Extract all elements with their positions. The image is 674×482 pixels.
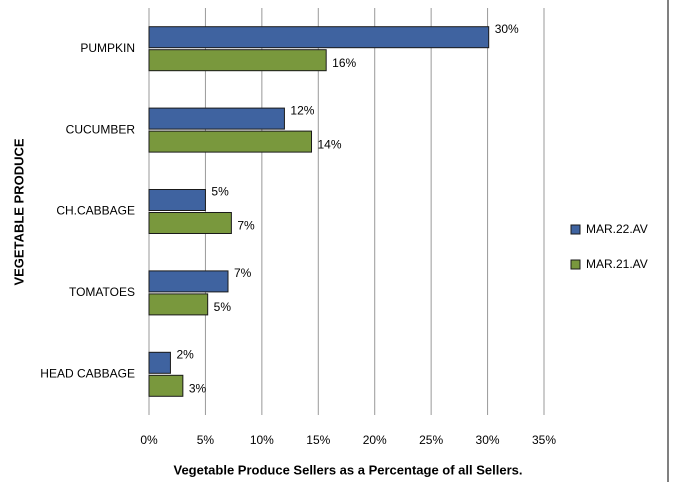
x-axis-label: Vegetable Produce Sellers as a Percentag… [173, 462, 522, 477]
bar [148, 107, 285, 130]
bar [148, 351, 171, 374]
bar [148, 270, 229, 293]
bar [148, 374, 184, 397]
x-tick-label: 30% [476, 433, 500, 447]
x-tick-label: 10% [250, 433, 274, 447]
x-tick-label: 20% [363, 433, 387, 447]
bar [148, 212, 232, 234]
legend-label: MAR.21.AV [586, 257, 648, 271]
bar [148, 26, 490, 49]
x-tick-label: 35% [532, 433, 556, 447]
legend-label: MAR.22.AV [586, 222, 648, 236]
legend-swatch [570, 224, 581, 235]
x-tick-label: 25% [419, 433, 443, 447]
value-label: 30% [495, 22, 519, 36]
y-tick-label: HEAD CABBAGE [40, 366, 135, 380]
value-label: 7% [234, 266, 252, 280]
y-tick-label: CUCUMBER [66, 122, 136, 136]
value-label: 14% [318, 137, 342, 151]
bar [148, 293, 209, 316]
value-label: 5% [211, 185, 229, 199]
value-label: 5% [214, 300, 232, 314]
value-label: 3% [189, 381, 207, 395]
y-axis-label: VEGETABLE PRODUCE [11, 138, 26, 285]
bar [148, 189, 206, 211]
y-tick-label: CH.CABBAGE [56, 204, 135, 218]
bar [148, 130, 313, 153]
y-tick-label: PUMPKIN [80, 41, 135, 55]
x-tick-label: 15% [306, 433, 330, 447]
value-label: 2% [176, 347, 194, 361]
x-tick-label: 5% [197, 433, 215, 447]
value-label: 16% [332, 56, 356, 70]
value-label: 7% [237, 219, 255, 233]
x-tick-label: 0% [140, 433, 158, 447]
value-label: 12% [290, 103, 314, 117]
bar [148, 49, 327, 72]
y-tick-label: TOMATOES [69, 285, 135, 299]
legend-swatch [570, 259, 581, 270]
